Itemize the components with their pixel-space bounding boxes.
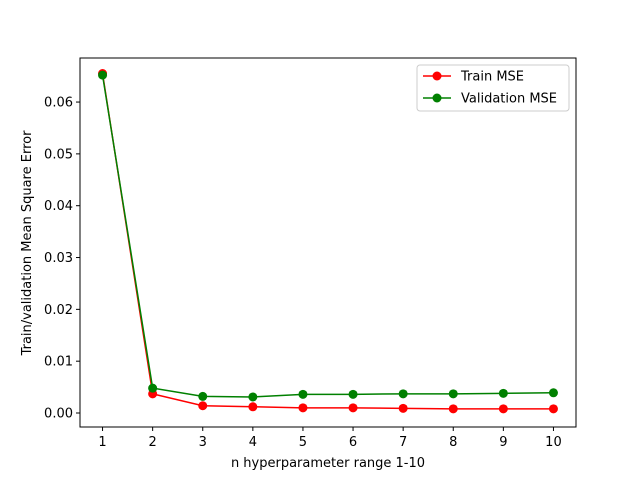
series-1-point [248,392,258,402]
series-1-point [98,70,108,80]
series-1-point [348,389,358,399]
plot-marks [98,69,558,414]
legend-label-1: Validation MSE [461,92,557,107]
y-tick-label: 0.04 [44,199,73,214]
y-tick-label: 0.03 [44,251,73,266]
series-1-point [398,389,408,399]
x-tick-label: 10 [545,435,562,450]
legend-label-0: Train MSE [460,70,524,85]
series-0-point [348,403,358,413]
x-tick-label: 7 [399,435,407,450]
series-1-point [498,388,508,398]
y-axis-ticks: 0.00 0.01 0.02 0.03 0.04 0.05 0.06 [44,96,80,422]
series-1-point [198,391,208,401]
series-0-point [548,404,558,414]
series-0-point [398,403,408,413]
y-axis-label: Train/validation Mean Square Error [20,130,35,357]
series-0-point [448,404,458,414]
y-tick-label: 0.01 [44,355,73,370]
x-tick-label: 8 [449,435,457,450]
x-tick-label: 4 [249,435,257,450]
plot-frame [79,57,577,428]
x-tick-label: 3 [199,435,207,450]
y-tick-label: 0.06 [44,96,73,111]
x-tick-label: 1 [98,435,106,450]
legend-marker-1 [432,93,442,103]
y-tick-label: 0.02 [44,303,73,318]
legend-marker-0 [432,71,442,81]
x-tick-label: 2 [149,435,157,450]
legend: Train MSE Validation MSE [416,64,570,112]
series-line-0 [101,73,554,410]
y-tick-label: 0.05 [44,147,73,162]
series-0-point [198,401,208,411]
series-1-point [298,389,308,399]
y-tick-label: 0.00 [44,407,73,422]
series-0-point [248,402,258,412]
x-tick-label: 5 [299,435,307,450]
x-tick-label: 6 [349,435,357,450]
series-0-point [298,403,308,413]
series-0-point [498,404,508,414]
series-line-1 [101,74,554,398]
x-axis-label: n hyperparameter range 1-10 [231,456,425,471]
series-1-point [448,389,458,399]
series-1-point [548,388,558,398]
x-tick-label: 9 [499,435,507,450]
series-1-point [148,383,158,393]
legend-box [416,64,570,112]
x-axis-ticks: 1 2 3 4 5 6 7 8 9 10 [98,427,562,450]
